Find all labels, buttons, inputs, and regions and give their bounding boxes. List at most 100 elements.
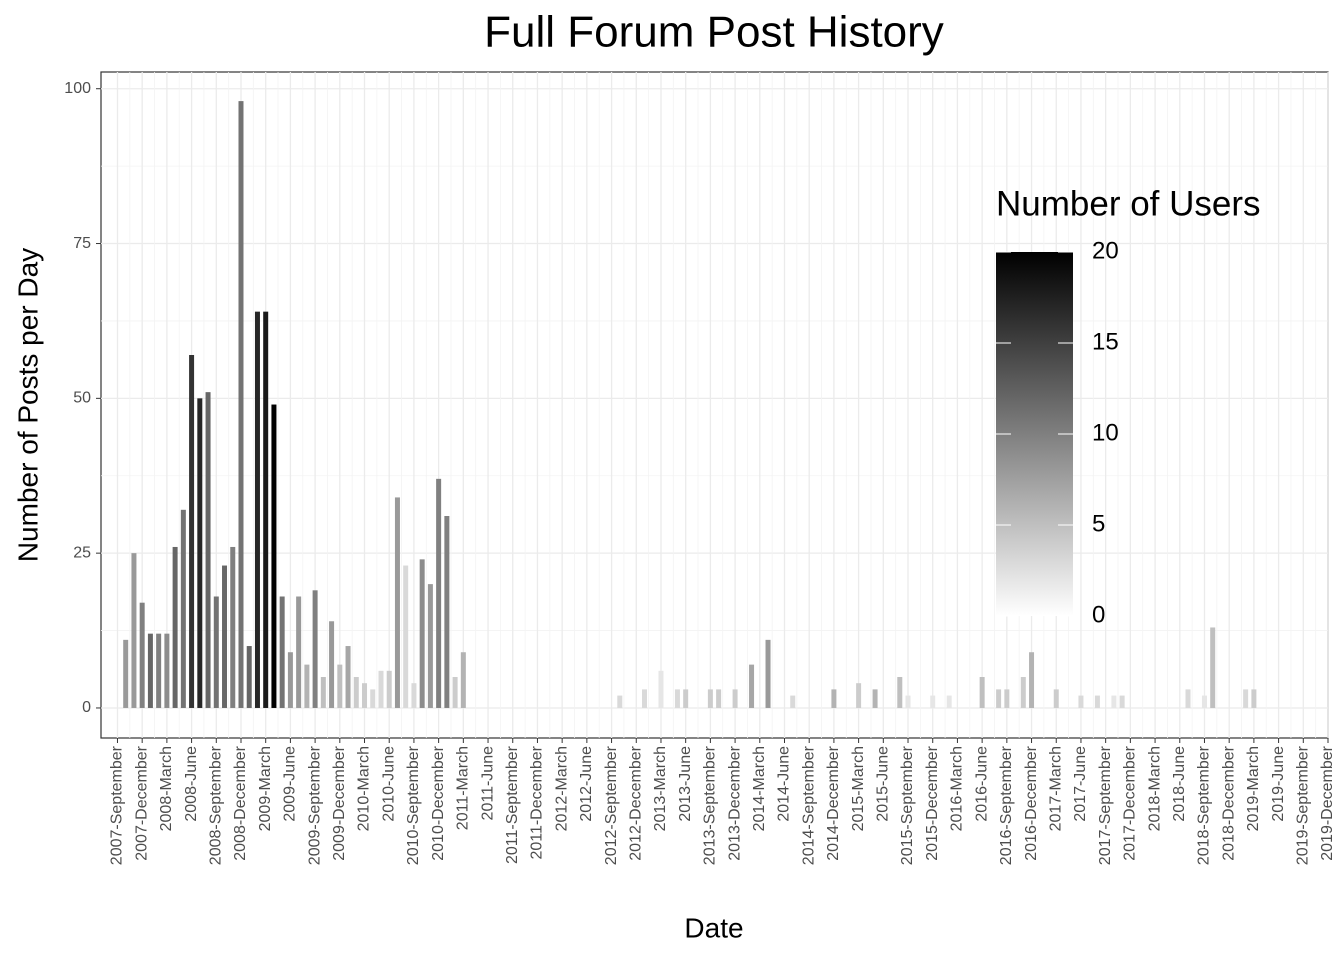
bar — [1243, 689, 1249, 708]
bar — [749, 664, 755, 708]
y-tick-label: 75 — [73, 235, 91, 252]
bar — [460, 652, 466, 708]
bar — [1210, 627, 1216, 708]
x-tick-label: 2011-June — [479, 746, 496, 821]
bar — [287, 652, 293, 708]
bar — [238, 101, 244, 708]
x-tick-label: 2009-September — [306, 745, 323, 865]
x-tick-label: 2019-September — [1295, 745, 1312, 865]
bar — [362, 683, 368, 708]
bar — [230, 546, 236, 708]
bar — [279, 596, 285, 708]
x-tick-label: 2010-September — [405, 745, 422, 865]
x-tick-label: 2012-September — [603, 745, 620, 865]
bar — [897, 677, 903, 708]
legend-title: Number of Users — [996, 184, 1261, 223]
x-tick-label: 2010-June — [380, 746, 397, 822]
bar — [271, 404, 277, 708]
x-tick-label: 2014-September — [800, 745, 817, 865]
bar — [1119, 695, 1125, 708]
bar — [386, 670, 392, 708]
legend: Number of Users 0 5 10 15 20 — [996, 184, 1261, 628]
bar — [642, 689, 648, 708]
bar — [732, 689, 738, 708]
x-tick-label: 2016-March — [949, 746, 966, 831]
bar — [296, 596, 302, 708]
x-tick-label: 2016-June — [973, 746, 990, 822]
bar — [1029, 652, 1035, 708]
bar — [1201, 695, 1207, 708]
x-tick-label: 2013-March — [652, 746, 669, 831]
bar — [370, 689, 376, 708]
bar — [427, 584, 433, 708]
bar — [452, 677, 458, 708]
bar — [131, 553, 137, 708]
y-tick-label: 100 — [64, 80, 91, 97]
x-tick-label: 2019-June — [1270, 746, 1287, 822]
x-tick-label: 2012-December — [627, 745, 644, 860]
x-tick-label: 2009-March — [257, 746, 274, 831]
bar — [905, 695, 911, 708]
x-tick-label: 2007-December — [133, 745, 150, 860]
bar — [831, 689, 837, 708]
x-tick-label: 2012-March — [553, 746, 570, 831]
x-tick-label: 2014-March — [751, 746, 768, 831]
x-tick-label: 2011-December — [529, 745, 546, 859]
bar — [254, 311, 260, 708]
x-tick-label: 2017-March — [1047, 746, 1064, 831]
colorbar-label: 10 — [1092, 419, 1119, 446]
bar — [345, 646, 351, 708]
bar — [872, 689, 878, 708]
x-tick-label: 2018-March — [1146, 746, 1163, 831]
x-tick-label: 2016-September — [998, 745, 1015, 865]
x-tick-label: 2008-June — [183, 746, 200, 822]
x-tick-label: 2016-December — [1023, 745, 1040, 860]
x-tick-label: 2018-June — [1171, 746, 1188, 822]
x-tick-label: 2015-September — [899, 745, 916, 865]
bar — [164, 633, 170, 708]
bar — [180, 509, 186, 708]
x-tick-label: 2009-December — [331, 745, 348, 860]
bar — [353, 677, 359, 708]
x-tick-label: 2014-December — [825, 745, 842, 860]
colorbar-label: 15 — [1092, 328, 1119, 355]
bar — [263, 311, 269, 708]
bar — [411, 683, 417, 708]
x-tick-label: 2018-September — [1196, 745, 1213, 865]
colorbar-label: 20 — [1092, 237, 1119, 264]
bar — [765, 639, 771, 708]
bar — [394, 497, 400, 708]
bar — [979, 677, 985, 708]
bar — [1004, 689, 1010, 708]
y-tick-label: 0 — [82, 699, 91, 716]
bar — [189, 354, 195, 708]
x-tick-label: 2009-June — [282, 746, 299, 822]
x-tick-label: 2012-June — [578, 746, 595, 822]
bar — [790, 695, 796, 708]
bar — [436, 478, 442, 708]
bar — [1020, 677, 1026, 708]
x-tick-label: 2010-December — [430, 745, 447, 860]
bar — [337, 664, 343, 708]
bar — [930, 695, 936, 708]
bar — [946, 695, 952, 708]
bar — [312, 590, 318, 708]
y-tick-label: 50 — [73, 390, 91, 407]
y-tick-label: 25 — [73, 544, 91, 561]
x-tick-label: 2015-December — [924, 745, 941, 860]
x-tick-label: 2011-September — [504, 745, 521, 864]
bar — [683, 689, 689, 708]
x-tick-label: 2013-December — [726, 745, 743, 860]
bar — [674, 689, 680, 708]
x-tick-label: 2008-March — [158, 746, 175, 831]
x-tick-label: 2013-June — [677, 746, 694, 822]
bar — [716, 689, 722, 708]
x-tick-label: 2007-September — [109, 745, 126, 865]
bar — [1094, 695, 1100, 708]
bar — [172, 546, 178, 708]
bar — [996, 689, 1002, 708]
colorbar-label: 0 — [1092, 601, 1105, 628]
x-tick-label: 2017-June — [1072, 746, 1089, 822]
